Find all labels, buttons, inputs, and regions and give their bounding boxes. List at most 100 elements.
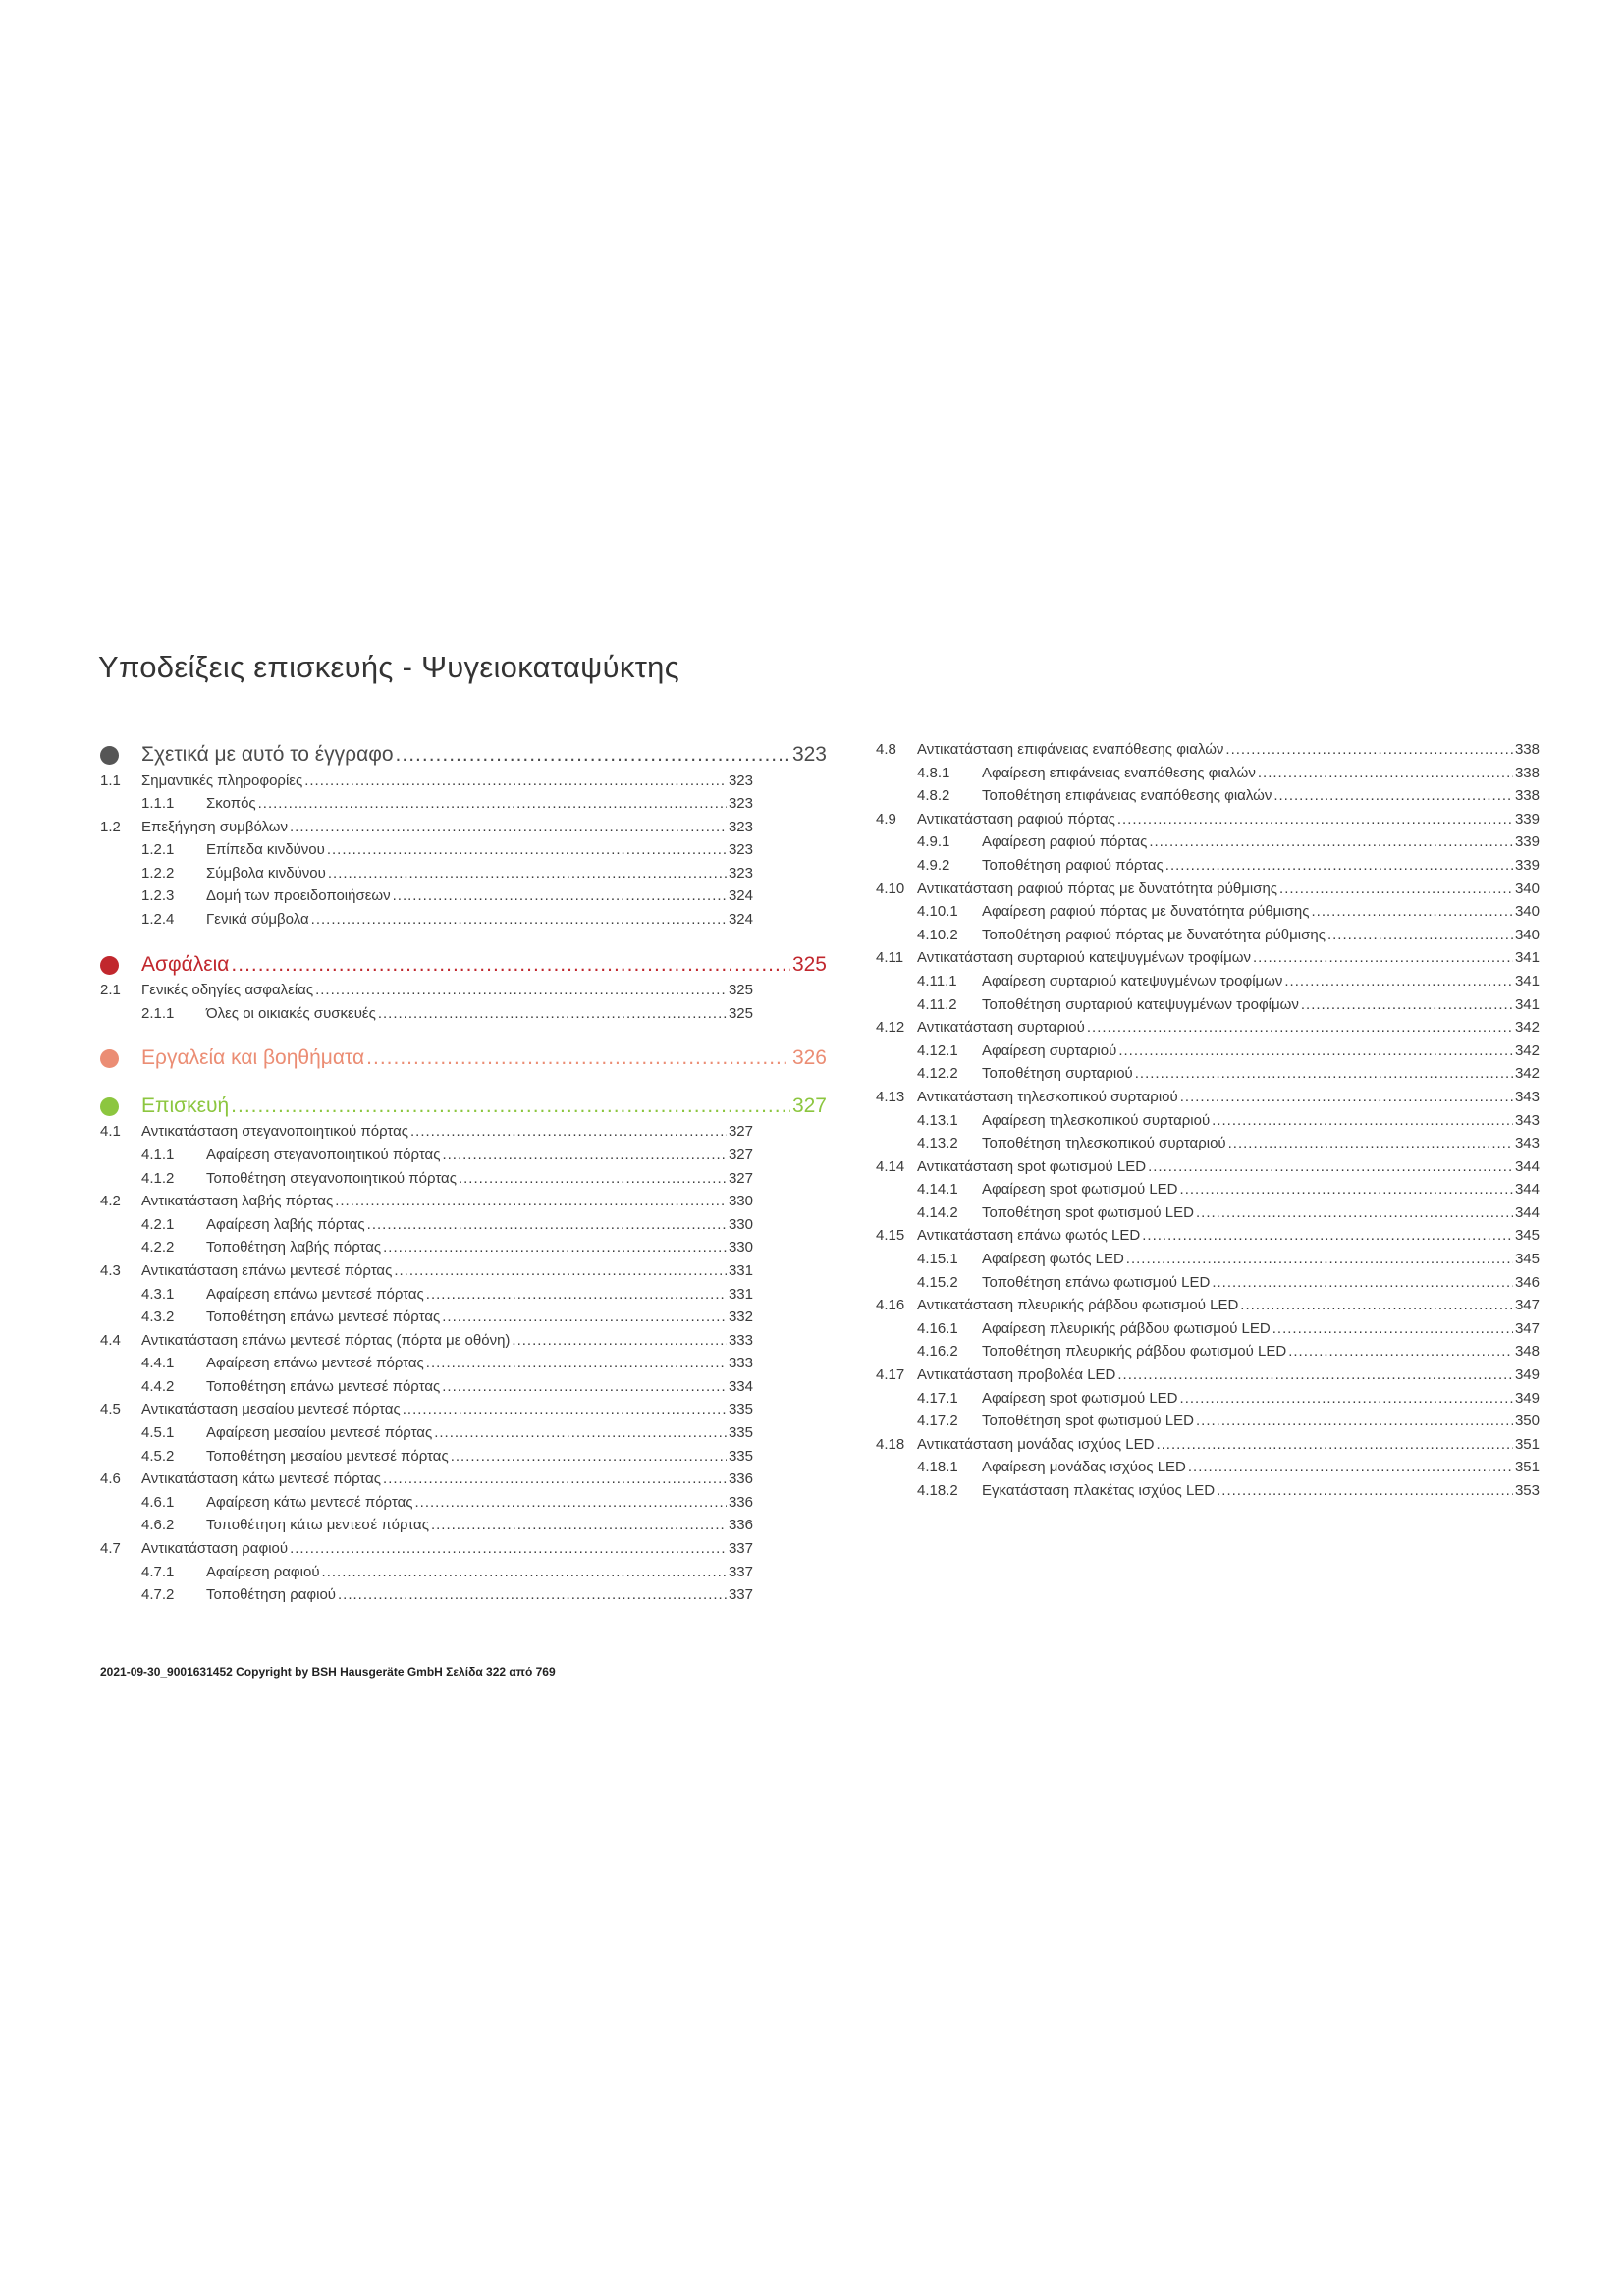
dot-leader [434,1421,727,1445]
entry-text: Αφαίρεση επάνω μεντεσέ πόρτας [206,1285,424,1303]
page-number: 348 [1514,1343,1540,1361]
toc-entry: 4.1 Αντικατάσταση στεγανοποιητικού πόρτας… [100,1120,753,1144]
page-number: 325 [728,982,753,999]
entry-number: 4.7.2 [141,1586,175,1604]
page-number: 324 [728,911,753,929]
page-number: 347 [1514,1319,1540,1337]
entry-text: Τοποθέτηση μεσαίου μεντεσέ πόρτας [206,1447,449,1465]
entry-number: 4.17 [876,1366,905,1384]
toc-entry: 4.18.2 Εγκατάσταση πλακέτας ισχύος LED 353 [876,1479,1540,1503]
toc-entry: 4.11 Αντικατάσταση συρταριού κατεψυγμένων… [876,946,1540,970]
dot-leader [231,951,790,980]
dot-leader [1142,1224,1513,1248]
dot-leader [1240,1294,1513,1317]
entry-text: Τοποθέτηση spot φωτισμού LED [982,1203,1194,1221]
toc-entry: 4.3.1 Αφαίρεση επάνω μεντεσέ πόρτας 331 [100,1283,753,1307]
toc-entry: 4.10.2 Τοποθέτηση ραφιού πόρτας με δυνατό… [876,924,1540,947]
entry-text: Αντικατάσταση συρταριού κατεψυγμένων τρο… [917,949,1251,967]
dot-leader [1156,1433,1513,1457]
toc-entry: 4.10 Αντικατάσταση ραφιού πόρτας με δυνατ… [876,878,1540,901]
entry-text: Αφαίρεση επάνω μεντεσέ πόρτας [206,1355,424,1372]
entry-text: Αφαίρεση spot φωτισμού LED [982,1181,1178,1199]
entry-text: Αντικατάσταση spot φωτισμού LED [917,1157,1147,1175]
section-icon [100,1049,119,1069]
entry-number: 4.7 [100,1540,121,1558]
entry-number: 4.14.1 [917,1181,958,1199]
dot-leader [1118,1040,1513,1063]
entry-text: Τοποθέτηση ραφιού [206,1586,336,1604]
toc-entry: 4.6.1 Αφαίρεση κάτω μεντεσέ πόρτας 336 [100,1491,753,1515]
entry-text: Αφαίρεση μεσαίου μεντεσέ πόρτας [206,1424,433,1442]
entry-number: 4.1.1 [141,1146,175,1163]
dot-leader [378,1002,727,1026]
entry-number: 1.2.1 [141,841,175,859]
toc-entry: 4.14.2 Τοποθέτηση spot φωτισμού LED 344 [876,1201,1540,1225]
entry-text: Δομή των προειδοποιήσεων [206,887,391,905]
page-number: 349 [1514,1389,1540,1407]
page-number: 345 [1514,1227,1540,1245]
entry-text: Αντικατάσταση κάτω μεντεσέ πόρτας [141,1470,382,1488]
entry-text: Αφαίρεση λαβής πόρτας [206,1215,365,1233]
entry-text: Αντικατάσταση στεγανοποιητικού πόρτας [141,1123,409,1141]
dot-leader [1117,1363,1513,1387]
toc-entry: 1.2.2 Σύμβολα κινδύνου 323 [100,862,753,885]
page-number: 330 [728,1215,753,1233]
page-number: 342 [1514,1065,1540,1083]
toc-entry: 1.2.4 Γενικά σύμβολα 324 [100,908,753,932]
entry-number: 4.12.2 [917,1065,958,1083]
dot-leader [1301,993,1513,1017]
dot-leader [1149,830,1513,854]
toc-entry: 4.17 Αντικατάσταση προβολέα LED 349 [876,1363,1540,1387]
page-number: 345 [1514,1251,1540,1268]
footer: 2021-09-30_9001631452 Copyright by BSH H… [100,1665,556,1679]
dot-leader [338,1583,727,1607]
entry-number: 4.8.2 [917,787,950,805]
entry-number: 4.17.1 [917,1389,958,1407]
dot-leader [459,1167,727,1191]
entry-number: 4.2.1 [141,1215,175,1233]
document-title: Υποδείξεις επισκευής - Ψυγειοκαταψύκτης [98,650,679,684]
heading-text: Σχετικά με αυτό το έγγραφο [141,743,394,766]
page-number: 336 [728,1493,753,1511]
dot-leader [1228,1132,1513,1155]
page-number: 330 [728,1193,753,1210]
dot-leader [1180,1086,1513,1109]
entry-number: 1.2 [100,818,121,835]
page-number: 349 [1514,1366,1540,1384]
entry-number: 4.18 [876,1435,905,1453]
toc-entry: 4.4 Αντικατάσταση επάνω μεντεσέ πόρτας (π… [100,1329,753,1353]
entry-text: Τοποθέτηση επιφάνειας εναπόθεσης φιαλών [982,787,1272,805]
entry-text: Αφαίρεση συρταριού [982,1041,1117,1059]
entry-text: Τοποθέτηση συρταριού [982,1065,1133,1083]
page-number: 323 [728,818,753,835]
toc-entry: 2.1.1 Όλες οι οικιακές συσκευές 325 [100,1002,753,1026]
toc-entry: 2.1 Γενικές οδηγίες ασφαλείας 325 [100,979,753,1002]
dot-leader [383,1236,727,1259]
toc-entry: 4.18 Αντικατάσταση μονάδας ισχύος LED 351 [876,1433,1540,1457]
entry-text: Αφαίρεση ραφιού πόρτας [982,833,1148,851]
entry-number: 4.11.2 [917,995,957,1013]
page-number: 343 [1514,1135,1540,1152]
entry-text: Αντικατάσταση προβολέα LED [917,1366,1116,1384]
dot-leader [1279,878,1513,901]
dot-leader [290,816,727,839]
dot-leader [328,862,727,885]
toc-entry: 4.4.2 Τοποθέτηση επάνω μεντεσέ πόρτας 334 [100,1375,753,1399]
page-number: 343 [1514,1111,1540,1129]
dot-leader [1148,1155,1513,1179]
page-number: 327 [791,1094,827,1117]
toc-entry: 4.15 Αντικατάσταση επάνω φωτός LED 345 [876,1224,1540,1248]
toc-entry: 4.11.1 Αφαίρεση συρταριού κατεψυγμένων τρ… [876,970,1540,993]
page-number: 327 [728,1123,753,1141]
entry-number: 1.1 [100,772,121,789]
page-number: 323 [728,772,753,789]
entry-text: Αντικατάσταση επιφάνειας εναπόθεσης φιαλ… [917,741,1224,758]
dot-leader [426,1352,727,1375]
entry-text: Αντικατάσταση ραφιού πόρτας [917,810,1115,828]
dot-leader [290,1537,727,1561]
entry-number: 4.10.1 [917,903,958,921]
dot-leader [1217,1479,1513,1503]
entry-text: Αντικατάσταση πλευρικής ράβδου φωτισμού … [917,1297,1239,1314]
toc-entry: 4.3.2 Τοποθέτηση επάνω μεντεσέ πόρτας 332 [100,1306,753,1329]
toc-entry: 4.17.2 Τοποθέτηση spot φωτισμού LED 350 [876,1410,1540,1433]
